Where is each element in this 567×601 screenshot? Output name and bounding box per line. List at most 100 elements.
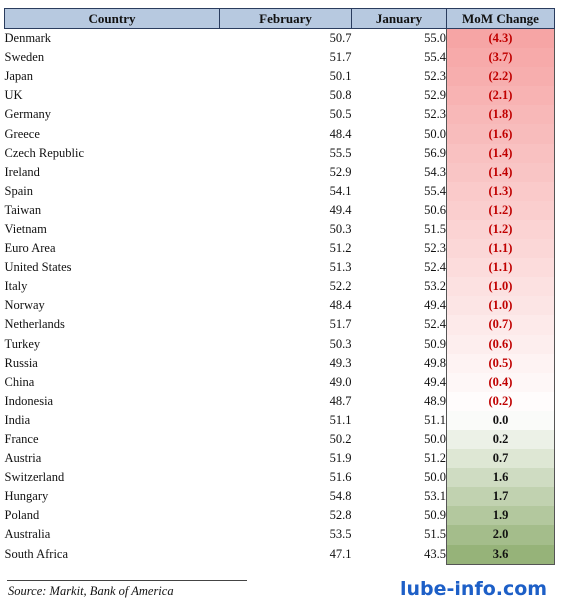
table-body: Denmark 50.7 55.0 (4.3) Sweden 51.7 55.4 (3.7) J… [4, 28, 555, 565]
february-cell: 52.9 [329, 164, 352, 179]
table-row: India 51.1 51.1 0.0 [4, 410, 555, 430]
january-cell: 55.4 [424, 183, 446, 198]
january-cell: 51.1 [424, 412, 446, 427]
mom-change-cell: 0.7 [446, 449, 555, 469]
mom-change-cell: 0.0 [446, 410, 555, 430]
table-row: Indonesia 48.7 48.9 (0.2) [5, 391, 555, 411]
table-row: Turkey 50.3 50.9 (0.6) [5, 334, 555, 354]
january-cell: 51.5 [424, 221, 446, 236]
mom-change-cell: 1.9 [446, 506, 555, 526]
february-cell: 54.8 [329, 489, 352, 504]
january-cell: 55.4 [424, 50, 446, 65]
country-cell: Greece [4, 126, 40, 141]
table-row: Norway 48.4 49.4 (1.0) [4, 296, 555, 316]
january-cell: 53.2 [424, 279, 446, 294]
mom-change-cell: (2.1) [446, 86, 555, 106]
table-row: Japan 50.1 52.3 (2.2) [4, 67, 555, 87]
country-cell: Ireland [4, 164, 40, 179]
mom-change-cell: (2.2) [446, 67, 555, 87]
january-cell: 48.9 [424, 393, 446, 408]
mom-change-cell: 3.6 [446, 544, 555, 565]
february-cell: 53.5 [329, 527, 352, 542]
table-row: Germany 50.5 52.3 (1.8) [4, 105, 555, 125]
mom-change-cell: (1.0) [446, 296, 555, 316]
country-cell: Austria [4, 451, 42, 466]
january-cell: 52.4 [424, 317, 446, 332]
table-row: Denmark 50.7 55.0 (4.3) [5, 28, 555, 49]
mom-change-cell: (1.8) [446, 105, 555, 125]
header-mom-change: MoM Change [446, 8, 555, 29]
header-february: February [219, 8, 352, 29]
country-cell: Italy [4, 279, 28, 294]
mom-change-cell: 2.0 [446, 525, 555, 545]
country-cell: Vietnam [4, 221, 47, 236]
table-row: Italy 52.2 53.2 (1.0) [4, 277, 555, 297]
mom-change-cell: (0.6) [446, 334, 555, 354]
january-cell: 50.0 [424, 126, 446, 141]
mom-change-cell: (1.2) [446, 200, 555, 220]
mom-change-cell: (1.6) [446, 124, 555, 144]
mom-change-cell: (1.2) [446, 219, 555, 240]
mom-change-cell: (1.1) [446, 239, 555, 259]
country-cell: UK [4, 88, 23, 103]
country-cell: Germany [4, 107, 52, 122]
country-cell: United States [4, 260, 72, 275]
january-cell: 52.4 [424, 260, 446, 275]
country-cell: India [4, 412, 31, 427]
table-row: Sweden 51.7 55.4 (3.7) [5, 48, 555, 68]
country-cell: Hungary [4, 489, 49, 504]
country-cell: Japan [4, 69, 33, 84]
table-row: Taiwan 49.4 50.6 (1.2) [5, 200, 555, 220]
february-cell: 50.1 [329, 69, 352, 84]
table-row: Greece 48.4 50.0 (1.6) [4, 124, 555, 144]
january-cell: 51.5 [424, 527, 446, 542]
february-cell: 52.8 [329, 508, 352, 523]
january-cell: 52.9 [424, 88, 446, 103]
february-cell: 55.5 [329, 145, 352, 160]
february-cell: 50.7 [329, 31, 352, 46]
source-note: Source: Markit, Bank of America [8, 584, 174, 598]
country-cell: Norway [4, 298, 45, 313]
mom-change-cell: (1.4) [446, 162, 555, 182]
mom-change-cell: 0.2 [446, 429, 555, 450]
february-cell: 51.7 [329, 50, 352, 65]
header-country: Country [4, 8, 220, 29]
january-cell: 50.0 [424, 470, 446, 485]
mom-change-cell: (0.4) [446, 372, 555, 392]
february-cell: 49.0 [329, 374, 352, 389]
table-row: Austria 51.9 51.2 0.7 [4, 449, 555, 469]
source-divider [7, 580, 247, 581]
february-cell: 49.3 [329, 355, 352, 370]
mom-change-cell: (1.4) [446, 143, 555, 163]
table-row: Russia 49.3 49.8 (0.5) [5, 353, 555, 373]
table-row: Spain 54.1 55.4 (1.3) [4, 181, 555, 201]
header-row: Country February January MoM Change [4, 8, 555, 29]
january-cell: 51.2 [424, 451, 446, 466]
january-cell: 55.0 [424, 31, 446, 46]
mom-change-cell: 1.7 [446, 487, 555, 507]
table-row: Poland 52.8 50.9 1.9 [5, 506, 555, 526]
table-row: United States 51.3 52.4 (1.1) [4, 258, 555, 278]
table-row: Euro Area 51.2 52.3 (1.1) [5, 239, 555, 259]
february-cell: 51.2 [329, 241, 352, 256]
february-cell: 51.3 [329, 260, 352, 275]
february-cell: 52.2 [329, 279, 352, 294]
january-cell: 52.3 [424, 241, 446, 256]
january-cell: 54.3 [424, 164, 446, 179]
january-cell: 53.1 [424, 489, 446, 504]
february-cell: 51.9 [329, 451, 352, 466]
mom-change-cell: (1.3) [446, 181, 555, 201]
country-cell: South Africa [4, 546, 69, 561]
mom-change-cell: (4.3) [446, 28, 555, 49]
table-row: Ireland 52.9 54.3 (1.4) [4, 162, 555, 182]
january-cell: 49.8 [424, 355, 446, 370]
country-cell: France [4, 432, 39, 447]
country-cell: Spain [4, 183, 33, 198]
january-cell: 52.3 [424, 69, 446, 84]
table-row: Czech Republic 55.5 56.9 (1.4) [5, 143, 555, 163]
february-cell: 51.1 [329, 412, 352, 427]
february-cell: 48.4 [329, 126, 352, 141]
january-cell: 43.5 [424, 546, 446, 561]
watermark: lube-info.com [400, 578, 548, 600]
february-cell: 51.6 [329, 470, 352, 485]
